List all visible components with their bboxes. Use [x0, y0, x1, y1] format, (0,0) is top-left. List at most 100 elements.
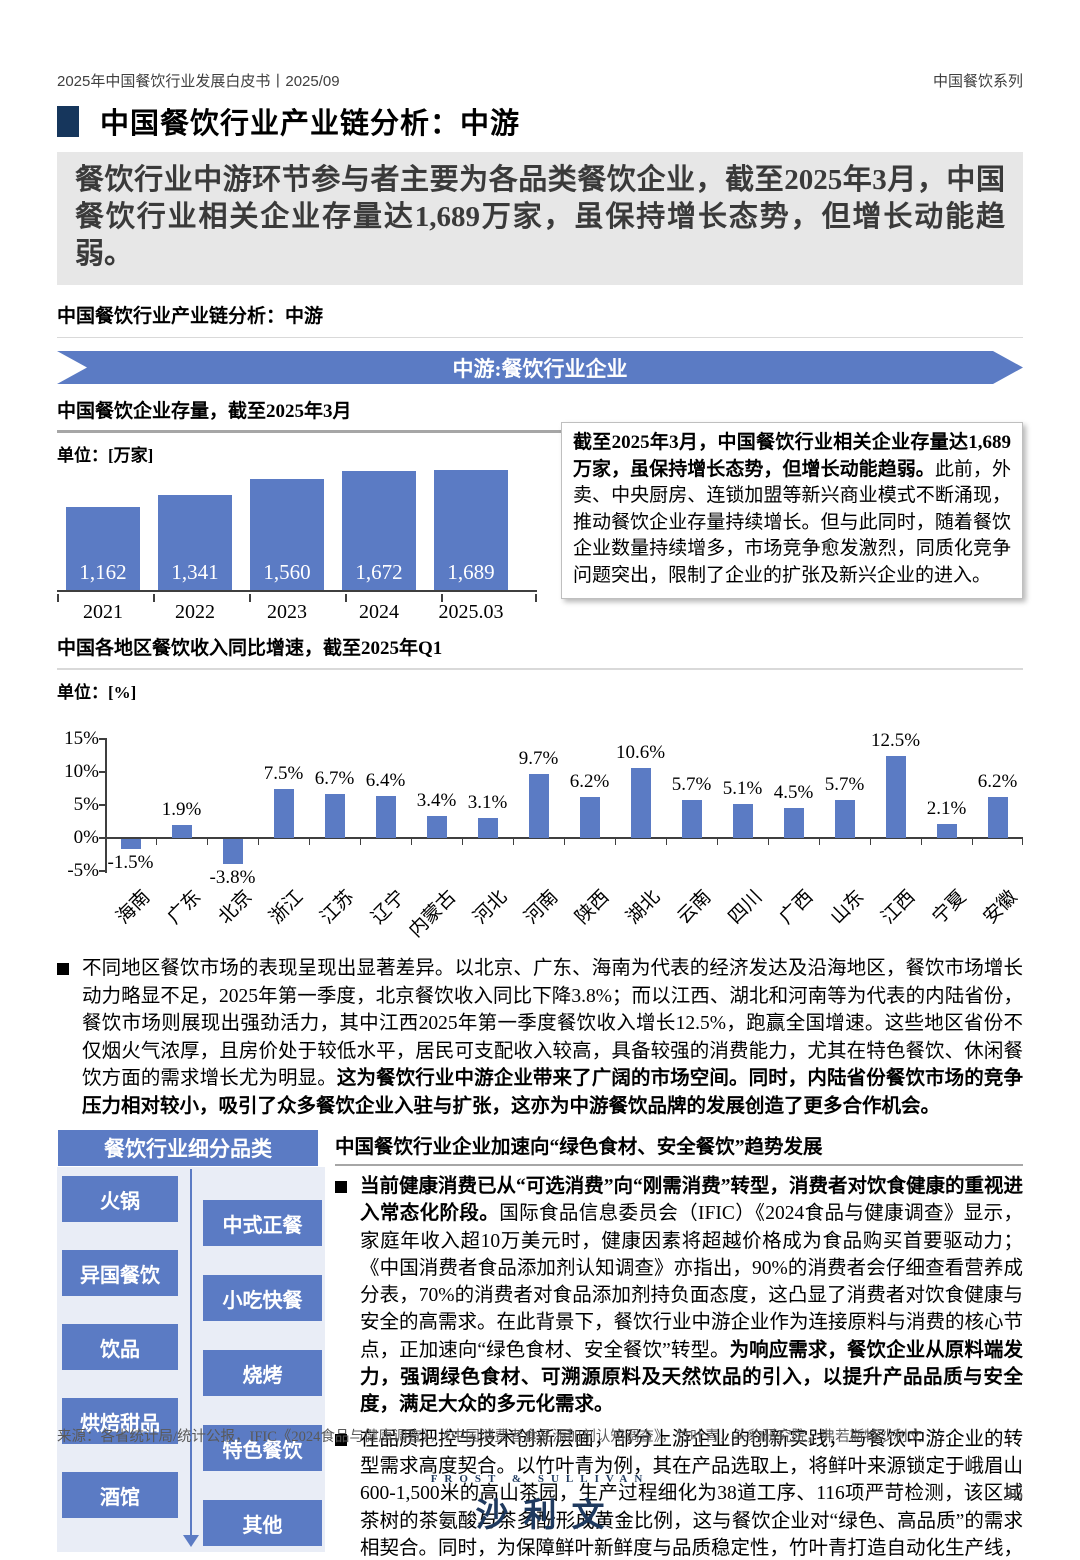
chart2-bar	[171, 825, 192, 838]
chart1-plot-area: 1,162 1,341 1,560 1,672 1,689	[57, 470, 537, 592]
chart2-axis-tick	[360, 839, 361, 845]
chart1-category-label: 2021	[83, 601, 123, 623]
chart2-y-tick-label: 15%	[64, 728, 99, 749]
chart2-y-tick	[99, 870, 107, 872]
chart2-category-label: 北京	[215, 886, 257, 929]
chart1-bar: 1,341	[158, 495, 232, 590]
chart2-category-label: 广西	[776, 886, 818, 929]
diagram-category-box: 火锅	[62, 1176, 178, 1222]
chart2-x-axis	[105, 837, 1023, 839]
chart1-bar: 1,672	[342, 471, 416, 590]
chart2-axis-tick	[105, 839, 106, 845]
doc-header: 2025年中国餐饮行业发展白皮书丨2025/09 中国餐饮系列	[57, 70, 1023, 91]
diagram-category-box: 酒馆	[62, 1472, 178, 1518]
chart2-axis-tick	[309, 839, 310, 845]
chart1-axis-tick	[153, 594, 155, 602]
paragraph-text: 不同地区餐饮市场的表现呈现出显著差异。以北京、广东、海南为代表的经济发达及沿海地…	[82, 958, 1023, 1117]
chart2-bar-value: 1.9%	[161, 799, 202, 821]
chart2-axis-tick	[1022, 839, 1023, 845]
banner-label: 中游:餐饮行业企业	[452, 356, 628, 381]
paragraph-text: 在品质把控与技术创新层面，部分上游企业的创新实践，与餐饮中游企业的转型需求高度契…	[360, 1428, 1024, 1559]
diagram-category-box: 烧烤	[203, 1350, 322, 1396]
chart2-axis-tick	[513, 839, 514, 845]
chart2-y-tick	[99, 804, 107, 806]
chart2-category-label: 河南	[521, 886, 563, 929]
diagram-category-box: 饮品	[62, 1324, 178, 1370]
chart2-bar	[120, 839, 141, 849]
midstream-arrow-banner: 中游:餐饮行业企业	[57, 351, 1023, 384]
regional-growth-bar-chart: 15% 10% 5% 0% -5% -1.5% 海南 1.9% 广东 -3.8% 北京 7.5% 浙江 6…	[64, 709, 1023, 947]
chart1-bar-value: 1,689	[447, 560, 495, 584]
section2-heading: 中国餐饮行业企业加速向“绿色食材、安全餐饮”趋势发展	[335, 1130, 1023, 1166]
chart2-bar-value: 7.5%	[263, 762, 304, 784]
chart2-bar-value: 6.2%	[977, 771, 1018, 793]
chart1-category-label: 2023	[267, 601, 307, 623]
chart2-category-label: 四川	[725, 886, 767, 929]
title-marker-square	[57, 105, 79, 137]
company-stock-section: 中国餐饮企业存量，截至2025年3月 单位：[万家] 1,162 1,341 1,5…	[57, 396, 1023, 624]
title-row: 中国餐饮行业产业链分析：中游	[57, 100, 1023, 142]
chart2-category-label: 安徽	[980, 886, 1022, 929]
chart2-bar-value: 5.1%	[722, 778, 763, 800]
chart1-category-label: 2024	[359, 601, 399, 623]
chart2-category-label: 广东	[164, 886, 206, 929]
chart2-axis-tick	[462, 839, 463, 845]
chart2-y-tick-label: 0%	[73, 827, 99, 848]
category-diagram: 餐饮行业细分品类 火锅 异国餐饮 饮品 烘焙甜品 酒馆 中式正餐 小吃快餐 烧烤 特色餐饮 其他	[57, 1130, 329, 1560]
chart1-unit-label: 单位：[万家]	[57, 446, 154, 465]
chart2-category-label: 湖北	[623, 886, 665, 929]
chart2-y-tick	[99, 738, 107, 740]
paragraph-text: 当前健康消费已从“可选消费”向“刚需消费”转型，消费者对饮食健康的重视进入常态化…	[360, 1176, 1024, 1416]
chart1-bar: 1,162	[66, 507, 140, 590]
page-number: 36	[1003, 1483, 1023, 1505]
chart1-axis-tick	[57, 594, 59, 602]
chart1-category-label: 2025.03	[438, 601, 504, 623]
chart2-y-tick	[99, 837, 107, 839]
diagram-category-box: 其他	[203, 1500, 322, 1546]
chart2-axis-tick	[768, 839, 769, 845]
chart1-axis-tick	[535, 594, 537, 602]
diagram-category-box: 异国餐饮	[62, 1250, 178, 1296]
chart2-axis-tick	[717, 839, 718, 845]
frost-sullivan-logo: FROST & SULLIVAN 沙利文	[0, 1473, 1080, 1536]
chart1-category-axis: 2021 2022 2023 2024 2025.03	[57, 601, 537, 624]
diagram-category-box: 中式正餐	[203, 1200, 322, 1246]
diagram-right-column: 中式正餐 小吃快餐 烧烤 特色餐饮 其他	[203, 1200, 322, 1546]
chart2-bar	[885, 755, 906, 838]
chart2-bar	[375, 795, 396, 838]
chart2-bar-value: 6.7%	[314, 767, 355, 789]
chart1-bar-value: 1,672	[355, 560, 403, 584]
chart2-y-tick	[99, 771, 107, 773]
chart2-category-label: 河北	[470, 886, 512, 929]
chart2-bar-value: -3.8%	[209, 867, 256, 889]
diagram-category-box: 特色餐饮	[203, 1425, 322, 1471]
chart2-y-tick-label: -5%	[67, 860, 99, 881]
diagram-panel: 火锅 异国餐饮 饮品 烘焙甜品 酒馆 中式正餐 小吃快餐 烧烤 特色餐饮 其他	[57, 1167, 325, 1552]
chart2-bar	[426, 815, 447, 838]
chart2-bar-value: 10.6%	[615, 742, 666, 764]
chart2-bar-value: 3.1%	[467, 791, 508, 813]
chart2-title: 中国各地区餐饮收入同比增速，截至2025年Q1	[57, 633, 1023, 670]
chart2-category-label: 宁夏	[929, 886, 971, 929]
diagram-arrow-line	[190, 1169, 192, 1537]
chart2-bar	[987, 797, 1008, 838]
chart2-category-label: 海南	[113, 886, 155, 929]
bullet-square-icon	[57, 963, 69, 975]
chart2-bar-value: 12.5%	[870, 729, 921, 751]
bullet-square-icon	[335, 1433, 347, 1446]
chart2-y-axis	[105, 739, 107, 873]
chart2-bar-value: 6.4%	[365, 769, 406, 791]
chart2-unit-label: 单位：[%]	[57, 683, 137, 702]
chart2-bar	[732, 804, 753, 838]
chart2-bar-value: 4.5%	[773, 782, 814, 804]
chart2-y-tick-label: 5%	[73, 794, 99, 815]
chart2-category-label: 内蒙古	[405, 886, 461, 942]
chart2-bar	[783, 808, 804, 838]
chart2-bar	[834, 800, 855, 838]
chart2-bar	[222, 839, 243, 865]
chart2-bar	[477, 817, 498, 838]
logo-chinese-name: 沙利文	[475, 1496, 620, 1533]
chart1-axis-tick	[345, 594, 347, 602]
chart2-bar-value: 3.4%	[416, 789, 457, 811]
